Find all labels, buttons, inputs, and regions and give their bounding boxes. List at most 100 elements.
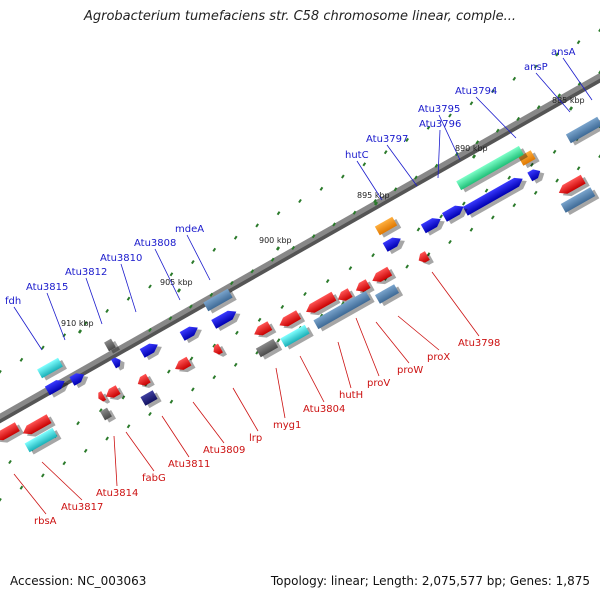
gene-feature-bottom[interactable] — [255, 338, 283, 361]
gene-label-top[interactable]: Atu3794 — [455, 86, 497, 97]
gene-label-top[interactable]: Atu3797 — [366, 134, 408, 145]
gene-label-top[interactable]: Atu3810 — [100, 253, 142, 264]
gene-leader-line — [475, 96, 517, 139]
guide-dash — [167, 369, 171, 374]
gene-label-bottom[interactable]: Atu3804 — [303, 404, 345, 415]
gene-feature-top[interactable] — [560, 186, 600, 216]
guide-dash — [439, 214, 443, 219]
gene-label-top[interactable]: Atu3815 — [26, 282, 68, 293]
gene-leader-line — [46, 292, 66, 341]
guide-dash — [576, 40, 581, 45]
gene-label-bottom[interactable]: Atu3811 — [168, 459, 210, 470]
gene-feature-top[interactable] — [104, 337, 121, 354]
gene-label-top[interactable]: Atu3796 — [419, 119, 461, 130]
guide-dash — [250, 269, 255, 274]
gene-feature-bottom[interactable] — [277, 309, 306, 333]
gene-feature-top[interactable] — [565, 116, 600, 147]
gene-feature-top[interactable] — [179, 322, 205, 344]
gene-label-top[interactable]: hutC — [345, 150, 369, 161]
guide-dash — [41, 473, 45, 478]
gene-feature-top[interactable] — [382, 233, 408, 255]
guide-dash — [555, 52, 559, 57]
gene-label-bottom[interactable]: Atu3817 — [61, 502, 103, 513]
gene-label-bottom[interactable]: Atu3798 — [458, 338, 500, 349]
gene-label-bottom[interactable]: Atu3809 — [203, 445, 245, 456]
gene-feature-bottom[interactable] — [416, 250, 434, 268]
gene-feature-top[interactable] — [139, 339, 165, 361]
gene-feature-top[interactable] — [441, 201, 470, 225]
gene-label-bottom[interactable]: proW — [397, 365, 423, 376]
gene-label-bottom[interactable]: hutH — [339, 390, 363, 401]
gene-feature-bottom[interactable] — [96, 390, 111, 406]
gene-feature-top[interactable] — [69, 369, 90, 389]
gene-feature-top[interactable] — [420, 214, 447, 237]
gene-feature-bottom[interactable] — [135, 373, 155, 392]
gene-leader-line — [356, 160, 383, 201]
gene-label-top[interactable]: Atu3795 — [418, 104, 460, 115]
gene-feature-bottom[interactable] — [0, 421, 24, 447]
gene-label-top[interactable]: ansA — [551, 47, 576, 58]
guide-dash — [319, 186, 324, 191]
gene-label-bottom[interactable]: myg1 — [273, 420, 301, 431]
gene-feature-bottom[interactable] — [370, 266, 397, 289]
gene-label-top[interactable]: Atu3812 — [65, 267, 107, 278]
gene-feature-top[interactable] — [111, 354, 127, 371]
gene-feature-bottom[interactable] — [304, 291, 341, 320]
gene-feature-top[interactable] — [527, 166, 546, 185]
backbone-shadow — [0, 74, 600, 424]
gene-label-bottom[interactable]: rbsA — [34, 516, 57, 527]
guide-dash — [121, 395, 126, 400]
gene-feature-bottom[interactable] — [100, 406, 117, 423]
guide-dash — [41, 345, 45, 350]
gene-feature-bottom[interactable] — [24, 427, 62, 456]
gene-feature-bottom[interactable] — [211, 342, 228, 359]
map-title: Agrobacterium tumefaciens str. C58 chrom… — [83, 9, 517, 24]
gene-feature-bottom[interactable] — [140, 389, 162, 409]
gene-label-top[interactable]: fdh — [5, 296, 21, 307]
gene-feature-top[interactable] — [456, 145, 528, 194]
gene-label-bottom[interactable]: lrp — [249, 433, 262, 444]
scale-tick-label: 910 kbp — [61, 319, 94, 328]
gene-feature-top[interactable] — [374, 216, 402, 239]
gene-label-top[interactable]: ansP — [524, 62, 548, 73]
scale-tick-label: 890 kbp — [455, 144, 488, 153]
scale-tick-label: 895 kbp — [357, 191, 390, 200]
guide-dash — [276, 338, 281, 343]
gene-feature-bottom[interactable] — [374, 283, 404, 307]
gene-leader-line — [85, 277, 103, 325]
gene-leader-line — [125, 431, 155, 472]
gene-label-bottom[interactable]: proV — [367, 378, 390, 389]
guide-dash — [352, 210, 357, 215]
gene-feature-top[interactable] — [44, 376, 71, 399]
gene-leader-line — [161, 415, 190, 458]
gene-feature-bottom[interactable] — [353, 278, 375, 298]
guide-dash — [276, 211, 281, 216]
guide-dash — [448, 113, 452, 118]
gene-feature-top[interactable] — [203, 288, 237, 315]
gene-label-top[interactable]: mdeA — [175, 224, 204, 235]
guide-dash — [434, 163, 439, 168]
gene-leader-line — [562, 57, 593, 101]
gene-feature-top[interactable] — [37, 357, 67, 382]
gene-label-top[interactable]: Atu3808 — [134, 238, 176, 249]
scale-tick-mark — [176, 288, 182, 293]
gene-label-bottom[interactable]: proX — [427, 352, 450, 363]
gene-feature-top[interactable] — [518, 149, 540, 169]
guide-dash — [557, 93, 561, 98]
gene-feature-bottom[interactable] — [556, 174, 590, 201]
guide-dash — [280, 304, 285, 309]
guide-dash — [491, 89, 495, 94]
gene-label-bottom[interactable]: fabG — [142, 473, 166, 484]
guide-dash — [405, 264, 409, 269]
gene-label-bottom[interactable]: Atu3814 — [96, 488, 138, 499]
gene-feature-top[interactable] — [462, 173, 529, 219]
gene-feature-bottom[interactable] — [280, 324, 314, 351]
gene-feature-bottom[interactable] — [313, 290, 375, 333]
gene-feature-bottom[interactable] — [173, 356, 196, 377]
gene-leader-line — [232, 387, 259, 432]
gene-feature-bottom[interactable] — [20, 413, 56, 441]
guide-dash — [298, 198, 302, 204]
gene-feature-top[interactable] — [211, 306, 243, 332]
gene-feature-bottom[interactable] — [103, 384, 125, 404]
gene-feature-bottom[interactable] — [252, 320, 277, 342]
